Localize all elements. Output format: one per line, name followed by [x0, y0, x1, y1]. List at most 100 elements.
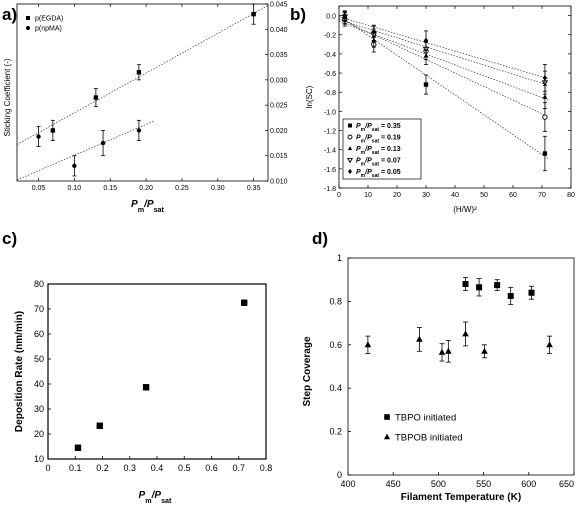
y-tick-label: 1: [337, 253, 342, 263]
legend-label: Pm/Psat = 0.35: [356, 123, 401, 133]
y-tick-label: 40: [34, 379, 44, 389]
y-tick-label: 0: [337, 470, 342, 480]
plot-frame: [347, 257, 575, 476]
y-tick-label: 0.8: [329, 296, 342, 306]
legend-label: TBPO initiated: [395, 413, 456, 424]
panel-c: c) 0 0.1 0.2 0.3 0.4 0.5 0.6 0.7 0.8 10 20 30 40 50 60…: [0, 222, 288, 506]
x-axis-label-part: m: [145, 496, 151, 505]
legend-marker: [383, 433, 391, 440]
legend-label-part: sat: [372, 150, 380, 156]
legend-marker: [26, 16, 30, 20]
data-point: [136, 128, 142, 133]
data-point: [96, 422, 103, 429]
y-tick-label: 50: [34, 354, 44, 364]
legend-marker: [347, 134, 353, 140]
data-point: [542, 94, 548, 99]
x-axis-label-part: /P: [151, 490, 162, 501]
legend-marker: [347, 146, 353, 151]
y-axis-label: Sticking Coefficient (-): [3, 58, 12, 136]
data-point: [546, 341, 553, 348]
x-tick-label: 30: [422, 192, 430, 199]
legend-label-part: P: [356, 169, 361, 176]
x-axis-label: Filament Temperature (K): [401, 492, 521, 503]
y-tick-label: 0.035: [270, 52, 288, 59]
data-point: [50, 128, 56, 133]
legend-label: Pm/Psat = 0.13: [356, 146, 401, 156]
legend-marker: [347, 157, 353, 164]
data-point: [528, 289, 535, 296]
y-tick-label: 0.040: [270, 27, 288, 34]
legend-marker: [348, 123, 352, 128]
legend-label-part: sat: [372, 162, 380, 168]
data-point: [542, 114, 548, 120]
y-tick-label: 0.045: [270, 2, 288, 9]
y-tick-label: -1.4: [324, 148, 336, 155]
data-point: [72, 163, 77, 169]
legend-label-part: m: [361, 173, 366, 179]
y-axis-label: Step Coverage: [302, 336, 313, 406]
data-point: [445, 347, 452, 354]
legend-label-part: = 0.13: [379, 146, 401, 153]
x-tick-label: 0.25: [175, 185, 189, 192]
data-point: [423, 37, 429, 44]
legend-marker: [348, 168, 352, 175]
panel-label-b: b): [290, 5, 306, 24]
legend-label: Pm/Psat = 0.05: [356, 169, 401, 179]
data-point: [494, 282, 501, 289]
panel-d: d) 400 450 500 550 600 650 0 0.2 0.4 0.6 0.8 1 Step …: [288, 222, 576, 506]
x-tick-label: 0: [337, 192, 341, 199]
legend-label: p(EGDA): [35, 16, 63, 23]
y-tick-label: 0.015: [270, 153, 288, 160]
data-point: [423, 82, 429, 87]
legend-label: TBPOB initiated: [395, 433, 463, 444]
legend-label-part: /P: [364, 146, 372, 153]
data-point: [364, 341, 372, 348]
x-tick-label: 400: [340, 479, 355, 489]
x-tick-label: 0.5: [178, 463, 191, 473]
x-tick-label: 0.2: [96, 463, 109, 473]
data-point: [142, 384, 150, 391]
y-tick-label: -0.4: [324, 52, 336, 59]
y-tick-label: 0.025: [270, 103, 288, 110]
data-point: [342, 12, 347, 19]
legend-label-part: m: [361, 139, 366, 145]
y-tick-label: -1.6: [324, 167, 336, 174]
data-point: [438, 348, 446, 355]
data-point: [416, 335, 423, 342]
x-tick-label: 0.3: [123, 463, 136, 473]
x-tick-label: 550: [476, 479, 491, 489]
data-point: [74, 444, 82, 451]
x-tick-label: 70: [538, 192, 546, 199]
chart-b: b) 0 10 20 30 40 50 60 70 80 0.0 -0.2 -0.4 -0.6 -0.8 -…: [290, 5, 575, 214]
chart-d: d) 400 450 500 550 600 650 0 0.2 0.4 0.6 0.8 1 Step …: [302, 229, 575, 503]
legend-label-part: /P: [364, 158, 372, 165]
x-axis-label-part: /P: [143, 199, 154, 210]
y-tick-label: 70: [34, 304, 44, 314]
x-tick-label: 650: [559, 479, 574, 489]
legend-label-part: = 0.05: [379, 169, 401, 176]
x-tick-label: 0.15: [103, 185, 117, 192]
x-tick-label: 40: [451, 192, 459, 199]
x-tick-label: 0.05: [32, 185, 46, 192]
x-tick-label: 60: [509, 192, 517, 199]
legend-label-part: P: [356, 135, 361, 142]
legend-label-part: m: [361, 150, 366, 156]
y-axis-label: ln(SC): [305, 85, 314, 108]
x-tick-label: 0.1: [69, 463, 82, 473]
fit-line: [16, 121, 154, 181]
fit-line: [338, 18, 548, 117]
y-tick-label: -0.8: [324, 90, 336, 97]
x-tick-label: 0.7: [232, 463, 245, 473]
data-point: [481, 347, 488, 354]
y-tick-label: -0.6: [324, 71, 336, 78]
y-tick-label: 0.6: [329, 340, 342, 350]
data-point: [93, 95, 99, 100]
x-tick-label: 500: [431, 479, 446, 489]
data-point: [507, 292, 514, 299]
data-point: [136, 70, 142, 75]
y-axis-label: Deposition Rate (nm/min): [14, 311, 25, 432]
x-tick-label: 0.4: [151, 463, 164, 473]
data-point: [100, 140, 106, 146]
x-tick-label: 50: [480, 192, 488, 199]
fit-line: [338, 21, 548, 100]
